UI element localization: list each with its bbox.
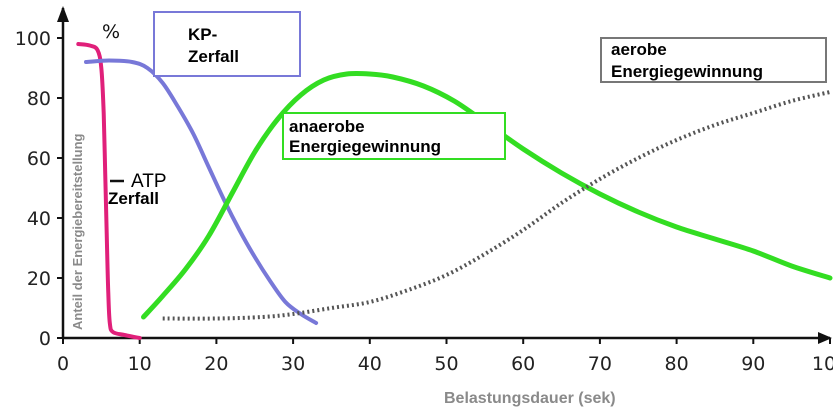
series-line-aerobe-energiegewinnung: [162, 90, 831, 321]
x-tick-label: 70: [588, 353, 612, 375]
label-text-anaerobe-energiegewinnung: anaerobe: [289, 117, 365, 136]
label-text-atp-zerfall: Zerfall: [108, 189, 159, 208]
series-line-anaerobe-energiegewinnung: [141, 70, 833, 320]
x-axis-arrow: [818, 332, 832, 344]
x-tick-label: 100: [812, 353, 833, 375]
x-tick-label: 50: [434, 353, 458, 375]
series-lines: [76, 42, 833, 340]
label-text-anaerobe-energiegewinnung: Energiegewinnung: [289, 137, 441, 156]
x-axis-title: Belastungsdauer (sek): [444, 390, 616, 407]
label-text-aerobe-energiegewinnung: Energiegewinnung: [611, 62, 763, 81]
label-text-kp-zerfall: KP-: [188, 25, 217, 44]
label-box-anaerobe-energiegewinnung: [282, 112, 506, 160]
x-tick-label: 60: [511, 353, 535, 375]
y-unit-label: %: [102, 21, 120, 43]
y-tick-label: 40: [27, 208, 51, 230]
y-tick-label: 100: [15, 28, 51, 50]
x-tick-label: 30: [281, 353, 305, 375]
y-tick-label: 20: [27, 268, 51, 290]
y-tick-label: 0: [39, 328, 51, 350]
tick-labels: 0 10 20 30 40 50 60 70 80 90 100 0 20 40 60 80 100: [15, 28, 833, 375]
x-tick-label: 0: [57, 353, 69, 375]
x-tick-label: 20: [204, 353, 228, 375]
y-tick-label: 60: [27, 148, 51, 170]
series-line-atp-zerfall: [76, 42, 142, 340]
y-axis-arrow: [57, 6, 69, 22]
label-box-aerobe-energiegewinnung: [600, 37, 827, 83]
x-tick-label: 40: [358, 353, 382, 375]
y-axis-title: Anteil der Energiebereitstellung: [70, 133, 85, 330]
label-text-atp-zerfall: ATP: [131, 171, 167, 192]
label-text-aerobe-energiegewinnung: aerobe: [611, 40, 667, 59]
y-tick-label: 80: [27, 88, 51, 110]
x-tick-label: 10: [128, 353, 152, 375]
label-text-kp-zerfall: Zerfall: [188, 47, 239, 66]
label-box-kp-zerfall: [153, 11, 301, 77]
series-labels: KP-ZerfallanaerobeEnergiegewinnungaerobe…: [108, 11, 827, 208]
x-tick-label: 80: [665, 353, 689, 375]
series-line-kp-zerfall: [84, 58, 319, 325]
x-tick-label: 90: [741, 353, 765, 375]
